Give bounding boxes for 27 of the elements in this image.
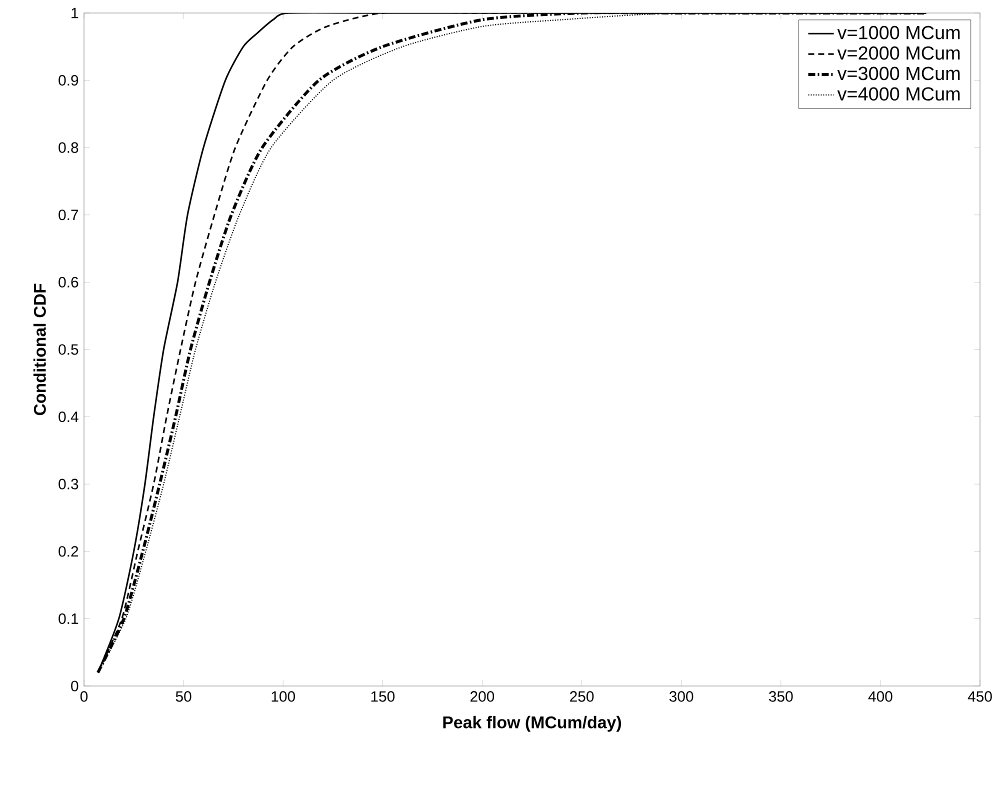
y-tick-label: 0.5 xyxy=(58,344,78,355)
x-tick-label: 150 xyxy=(371,691,395,702)
y-tick-label: 0.8 xyxy=(58,142,78,153)
y-axis-title: Conditional CDF xyxy=(33,284,46,416)
y-tick-label: 1 xyxy=(72,8,78,18)
x-tick-label: 450 xyxy=(968,691,992,702)
x-tick-label: 400 xyxy=(868,691,892,702)
x-tick-label: 350 xyxy=(768,691,793,702)
y-tick-label: 0.9 xyxy=(58,75,78,86)
x-tick-label: 300 xyxy=(669,691,694,702)
y-tick-label: 0.4 xyxy=(58,412,78,422)
y-tick-label: 0.2 xyxy=(58,546,78,557)
legend-label: v=4000 MCum xyxy=(837,87,960,101)
x-axis-title: Peak flow (MCum/day) xyxy=(443,716,622,732)
x-tick-label: 250 xyxy=(570,691,594,702)
x-tick-label: 0 xyxy=(80,691,88,702)
y-tick-label: 0.7 xyxy=(58,210,78,220)
legend-label: v=2000 MCum xyxy=(837,46,960,60)
y-tick-label: 0.3 xyxy=(58,478,78,490)
x-tick-label: 200 xyxy=(470,691,494,702)
legend-label: v=3000 MCum xyxy=(837,66,960,80)
legend-label: v=1000 MCum xyxy=(837,26,960,40)
y-tick-label: 0.1 xyxy=(58,613,78,624)
y-tick-label: 0 xyxy=(71,680,78,692)
y-tick-label: 0.6 xyxy=(58,276,78,288)
x-tick-label: 100 xyxy=(272,691,295,702)
x-tick-label: 50 xyxy=(176,691,192,702)
